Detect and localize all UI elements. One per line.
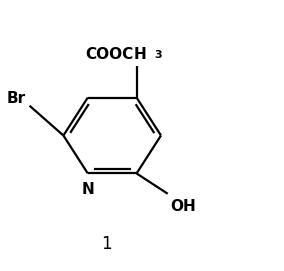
Text: 3: 3 xyxy=(154,50,162,60)
Text: 1: 1 xyxy=(101,235,112,253)
Text: N: N xyxy=(82,182,94,196)
Text: H: H xyxy=(134,47,147,62)
Text: Br: Br xyxy=(7,91,26,107)
Text: COOC: COOC xyxy=(85,47,134,62)
Text: OH: OH xyxy=(170,199,196,214)
